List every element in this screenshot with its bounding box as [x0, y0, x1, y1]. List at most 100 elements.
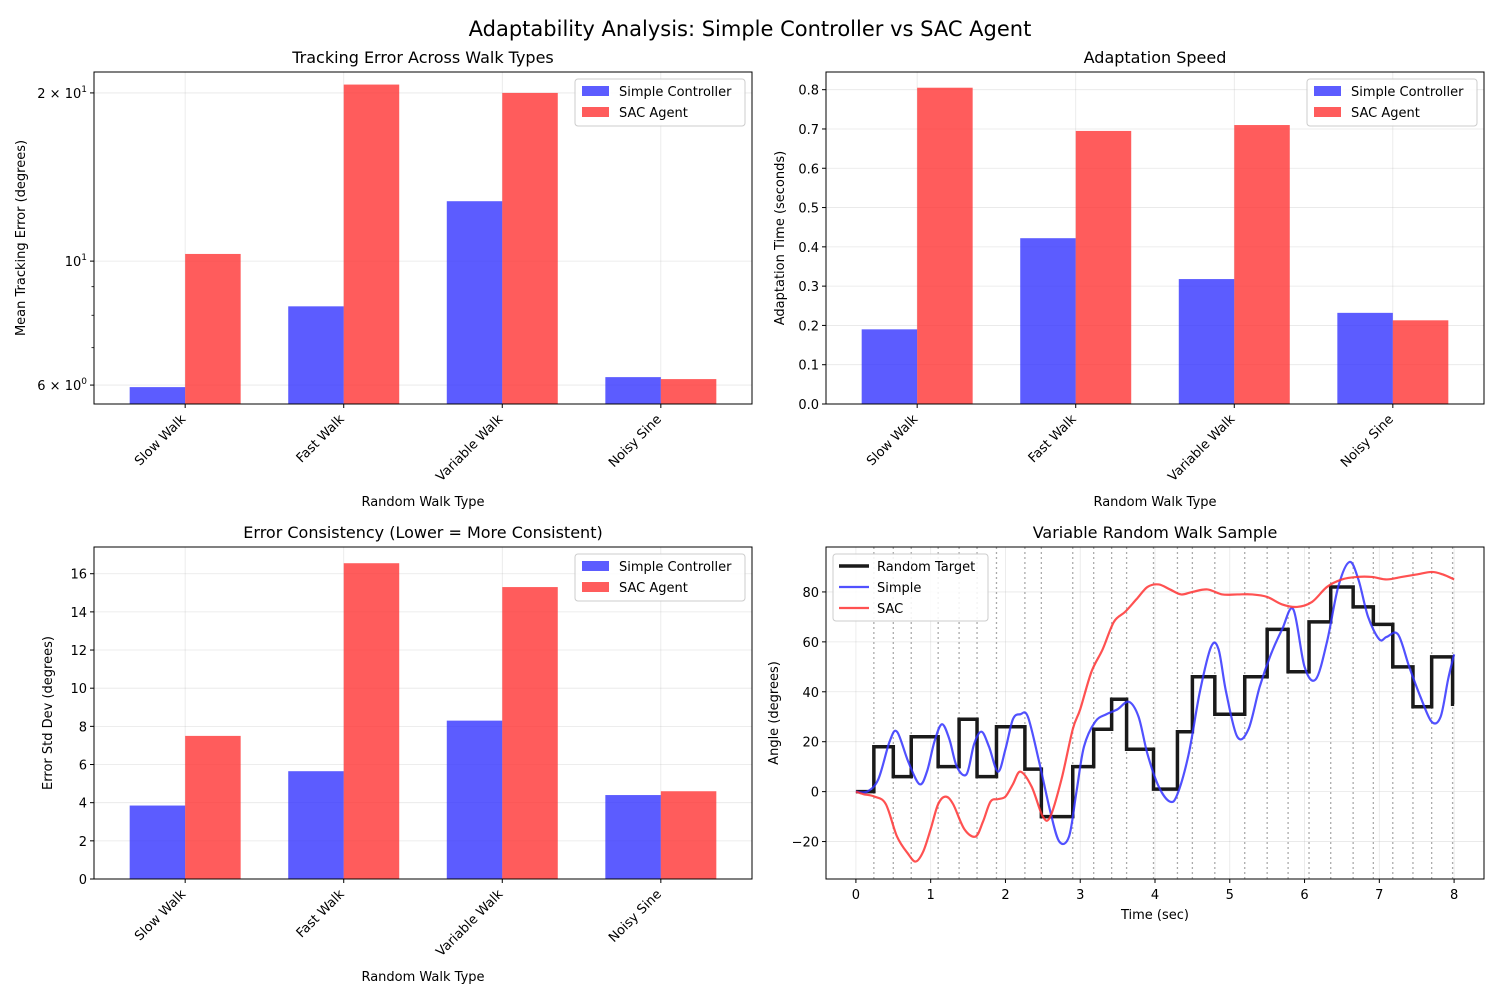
panel-title: Tracking Error Across Walk Types: [291, 48, 554, 67]
bar-simple: [605, 377, 661, 404]
y-tick-label: 2: [79, 835, 87, 850]
y-tick-label: 14: [70, 606, 87, 621]
legend: Random Target Simple SAC: [832, 553, 989, 622]
y-tick-base: 6 × 10: [37, 379, 81, 394]
y-axis-label: Error Std Dev (degrees): [41, 636, 56, 790]
legend-box: [1306, 78, 1478, 127]
y-axis-label: Mean Tracking Error (degrees): [14, 140, 29, 336]
axes-frame: [93, 546, 753, 880]
y-tick-label: 0.8: [798, 84, 819, 99]
x-tick-label: 4: [1151, 888, 1159, 903]
bar-simple: [129, 387, 186, 404]
legend-label: SAC Agent: [619, 581, 688, 596]
bar-simple: [1178, 279, 1235, 404]
y-tick-label: 0.4: [798, 241, 819, 256]
legend-box: [832, 553, 989, 622]
x-tick-label: Variable Walk: [434, 887, 507, 960]
bar-sac: [185, 735, 241, 879]
x-tick-label: Variable Walk: [434, 412, 507, 485]
y-tick-label: 2 × 101: [37, 85, 87, 102]
y-tick-label: 20: [802, 736, 819, 751]
y-tick-label: 6: [79, 759, 87, 774]
legend-label: Simple Controller: [619, 85, 732, 100]
x-tick-label: Fast Walk: [1026, 412, 1080, 466]
series-line-sac: [855, 570, 1455, 863]
y-tick-label: 60: [802, 636, 819, 651]
x-tick-label: 5: [1226, 888, 1234, 903]
panel-title: Variable Random Walk Sample: [1033, 523, 1278, 542]
panel-3: Slow Walk Fast Walk Variable Walk Noisy Sin…: [41, 523, 753, 985]
legend-label: SAC Agent: [1351, 106, 1420, 121]
x-tick-label: 0: [852, 888, 860, 903]
x-tick-label: Slow Walk: [864, 412, 921, 469]
bar-simple: [1337, 312, 1393, 404]
legend-swatch: [582, 107, 609, 117]
y-tick-label: 0.7: [798, 123, 819, 138]
bar-sac: [1392, 320, 1449, 404]
y-tick-base: 10: [65, 255, 82, 270]
bar-simple: [1020, 238, 1076, 404]
x-tick-label: Fast Walk: [294, 887, 348, 941]
bar-sac: [343, 84, 400, 404]
y-tick-label: 0.5: [798, 202, 819, 217]
bar-sac: [660, 379, 717, 404]
series-lines: [855, 560, 1456, 863]
legend-label: SAC Agent: [619, 106, 688, 121]
y-tick-exponent: 1: [81, 253, 87, 263]
x-tick-label: Slow Walk: [132, 412, 189, 469]
y-tick-label: 0.1: [798, 359, 819, 374]
y-tick-label: 0: [79, 873, 87, 888]
y-tick-label: 0: [811, 786, 819, 801]
axes-frame: [825, 71, 1485, 405]
legend: Simple Controller SAC Agent: [1306, 78, 1478, 127]
panel-1: Slow Walk Fast Walk Variable Walk Noisy Sin…: [14, 48, 753, 510]
bar-sac: [660, 791, 717, 879]
bar-sac: [917, 87, 973, 404]
x-axis-label: Random Walk Type: [361, 495, 484, 510]
legend: Simple Controller SAC Agent: [574, 78, 746, 127]
x-axis-label: Random Walk Type: [361, 970, 484, 985]
x-axis-label: Time (sec): [1120, 908, 1189, 923]
figure-suptitle: Adaptability Analysis: Simple Controller…: [469, 17, 1032, 41]
x-tick-label: 8: [1450, 888, 1458, 903]
panel-title: Adaptation Speed: [1084, 48, 1227, 67]
x-axis-label: Random Walk Type: [1093, 495, 1216, 510]
y-tick-exponent: 1: [81, 85, 87, 95]
y-axis-label: Angle (degrees): [767, 661, 782, 765]
x-tick-label: Variable Walk: [1166, 412, 1239, 485]
y-tick-label: −20: [792, 836, 819, 851]
bar-sac: [185, 253, 241, 404]
series-line-simple: [855, 560, 1456, 846]
bar-sac: [1234, 125, 1290, 405]
y-axis-label: Adaptation Time (seconds): [773, 151, 788, 325]
y-tick-label: 101: [65, 253, 87, 270]
x-tick-label: 6: [1300, 888, 1308, 903]
bar-simple: [861, 329, 918, 404]
y-tick-exponent: 0: [81, 377, 87, 387]
panel-4: 0 1 2 3 4 5 6 7 8 −20 0 20 40 60 80 Variable Random Wal…: [767, 523, 1485, 923]
legend: Simple Controller SAC Agent: [574, 553, 746, 602]
legend-label: SAC: [877, 602, 903, 617]
y-tick-label: 0.6: [798, 162, 819, 177]
y-tick-label: 16: [70, 568, 87, 583]
x-tick-label: 3: [1076, 888, 1084, 903]
y-tick-label: 0.0: [798, 398, 819, 413]
bar-sac: [502, 92, 558, 405]
legend-box: [574, 553, 746, 602]
y-tick-label: 0.2: [798, 319, 819, 334]
bar-simple: [446, 720, 503, 879]
y-tick-label: 12: [70, 644, 87, 659]
bar-simple: [605, 795, 661, 879]
legend-box: [574, 78, 746, 127]
y-tick-base: 2 × 10: [37, 87, 81, 102]
panel-title: Error Consistency (Lower = More Consiste…: [243, 523, 602, 542]
bar-sac: [343, 563, 400, 879]
legend-label: Simple Controller: [1351, 85, 1464, 100]
bar-simple: [288, 306, 344, 404]
panel-2: Slow Walk Fast Walk Variable Walk Noisy Sin…: [773, 48, 1485, 510]
y-tick-label: 0.3: [798, 280, 819, 295]
x-tick-label: 2: [1001, 888, 1009, 903]
x-tick-label: 1: [927, 888, 935, 903]
bar-sac: [502, 587, 558, 879]
